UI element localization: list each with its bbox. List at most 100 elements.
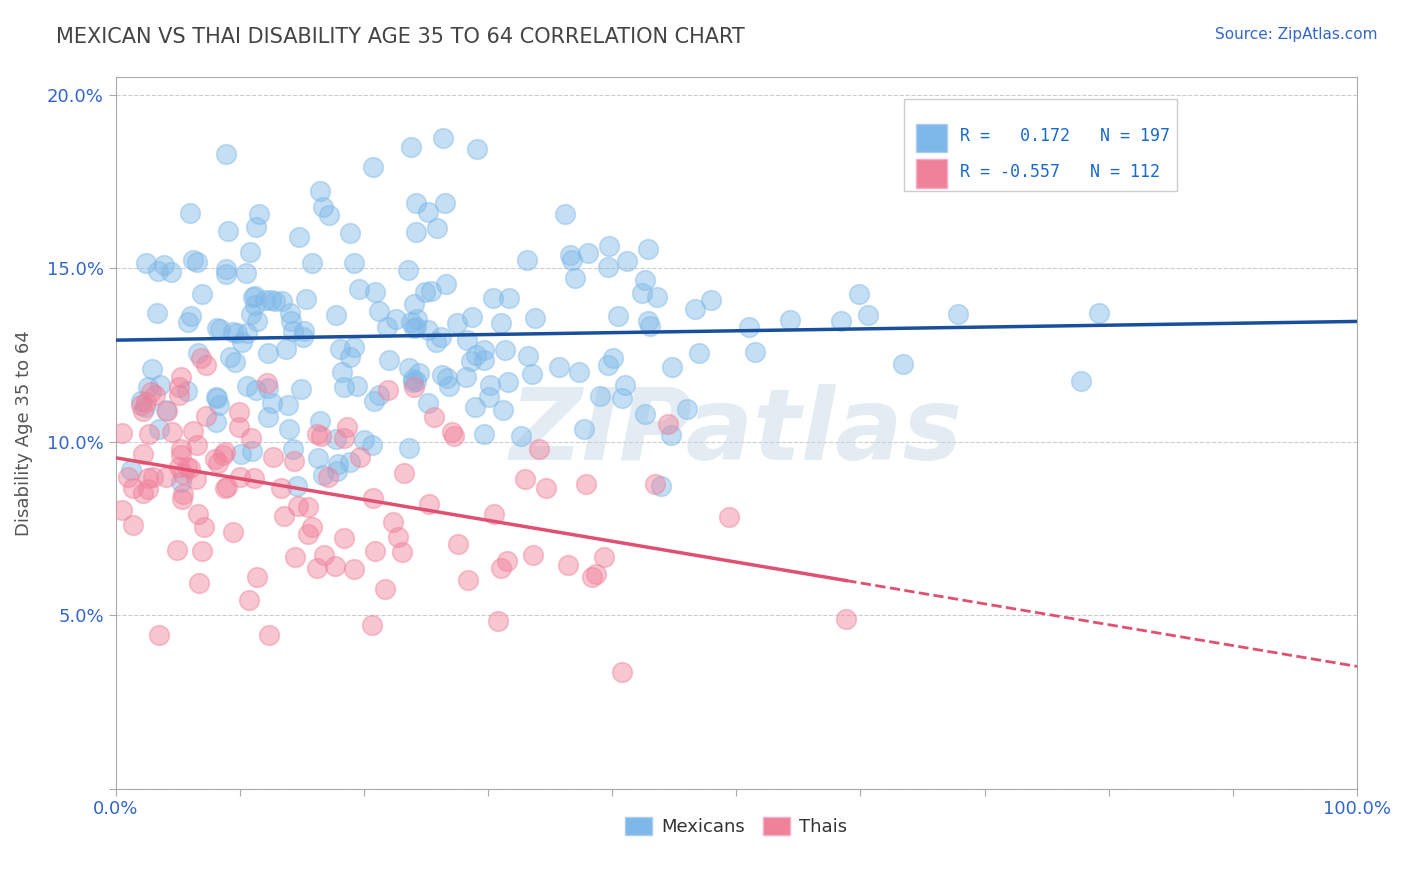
Point xyxy=(349,450,371,464)
Point xyxy=(593,549,616,564)
Point xyxy=(408,366,430,380)
Point xyxy=(1070,374,1092,388)
Point xyxy=(280,313,302,327)
Point xyxy=(472,343,495,358)
Point xyxy=(482,291,505,305)
Point xyxy=(515,253,537,268)
Point xyxy=(610,391,633,405)
Point xyxy=(208,398,231,412)
Point xyxy=(155,403,177,417)
Point xyxy=(430,329,453,343)
Point xyxy=(637,314,659,328)
Point xyxy=(297,526,319,541)
Point xyxy=(378,353,401,368)
Point xyxy=(254,293,277,308)
Point xyxy=(596,260,619,274)
Point xyxy=(205,321,228,335)
Point xyxy=(170,442,193,456)
Point xyxy=(333,380,356,394)
Point xyxy=(236,378,259,392)
Point xyxy=(307,560,329,574)
Point xyxy=(434,277,457,292)
Point xyxy=(405,195,427,210)
Point xyxy=(131,394,153,409)
Point xyxy=(509,429,531,443)
Point xyxy=(363,394,385,409)
Point xyxy=(228,404,250,418)
Point xyxy=(374,582,396,597)
Point xyxy=(235,267,257,281)
Point xyxy=(243,471,266,485)
Point xyxy=(460,353,482,368)
Point xyxy=(229,470,252,484)
Point xyxy=(675,401,697,416)
Point xyxy=(464,401,486,415)
Point xyxy=(589,389,612,403)
Point xyxy=(222,325,245,339)
Point xyxy=(472,353,495,368)
Point xyxy=(263,293,285,308)
Point xyxy=(346,379,368,393)
Point xyxy=(384,311,406,326)
Point xyxy=(434,196,457,211)
Point xyxy=(283,324,305,338)
Point xyxy=(142,470,165,484)
Point xyxy=(830,314,852,328)
Point xyxy=(478,377,501,392)
Point xyxy=(238,592,260,607)
Point xyxy=(465,143,488,157)
Point xyxy=(243,298,266,312)
Point xyxy=(186,255,208,269)
Point xyxy=(430,368,453,382)
Point xyxy=(314,548,336,562)
Point xyxy=(207,456,229,470)
Point xyxy=(326,457,349,471)
Point xyxy=(610,665,633,679)
Point xyxy=(398,360,420,375)
Point xyxy=(290,382,312,396)
Point xyxy=(323,559,346,574)
Point xyxy=(391,544,413,558)
Point xyxy=(361,160,384,174)
Point xyxy=(353,433,375,447)
Point xyxy=(406,312,429,326)
Point xyxy=(392,466,415,480)
Point xyxy=(148,628,170,642)
Point xyxy=(170,369,193,384)
Point xyxy=(423,410,446,425)
Point xyxy=(339,351,361,365)
Point xyxy=(318,208,340,222)
Point xyxy=(148,422,170,436)
Point xyxy=(285,479,308,493)
Point xyxy=(167,388,190,402)
Point xyxy=(401,140,423,154)
Point xyxy=(179,461,201,475)
Point xyxy=(441,425,464,440)
Point xyxy=(329,343,352,357)
Point xyxy=(170,475,193,489)
Point xyxy=(325,464,347,478)
Point xyxy=(301,255,323,269)
Point xyxy=(260,293,283,307)
Point xyxy=(405,225,427,239)
Point xyxy=(245,220,267,235)
Legend: Mexicans, Thais: Mexicans, Thais xyxy=(619,810,855,844)
Point xyxy=(141,384,163,399)
Point xyxy=(176,459,198,474)
Point xyxy=(657,417,679,431)
Point xyxy=(122,517,145,532)
Point xyxy=(214,481,236,495)
Point xyxy=(413,285,436,299)
Point xyxy=(204,451,226,466)
Point xyxy=(332,531,354,545)
Point xyxy=(224,355,246,369)
Point xyxy=(368,303,391,318)
Point xyxy=(288,230,311,244)
Point xyxy=(399,315,422,329)
Point xyxy=(190,351,212,365)
Point xyxy=(191,286,214,301)
Point xyxy=(260,395,283,409)
Point xyxy=(557,558,579,572)
Point xyxy=(402,321,425,335)
Point xyxy=(256,376,278,390)
